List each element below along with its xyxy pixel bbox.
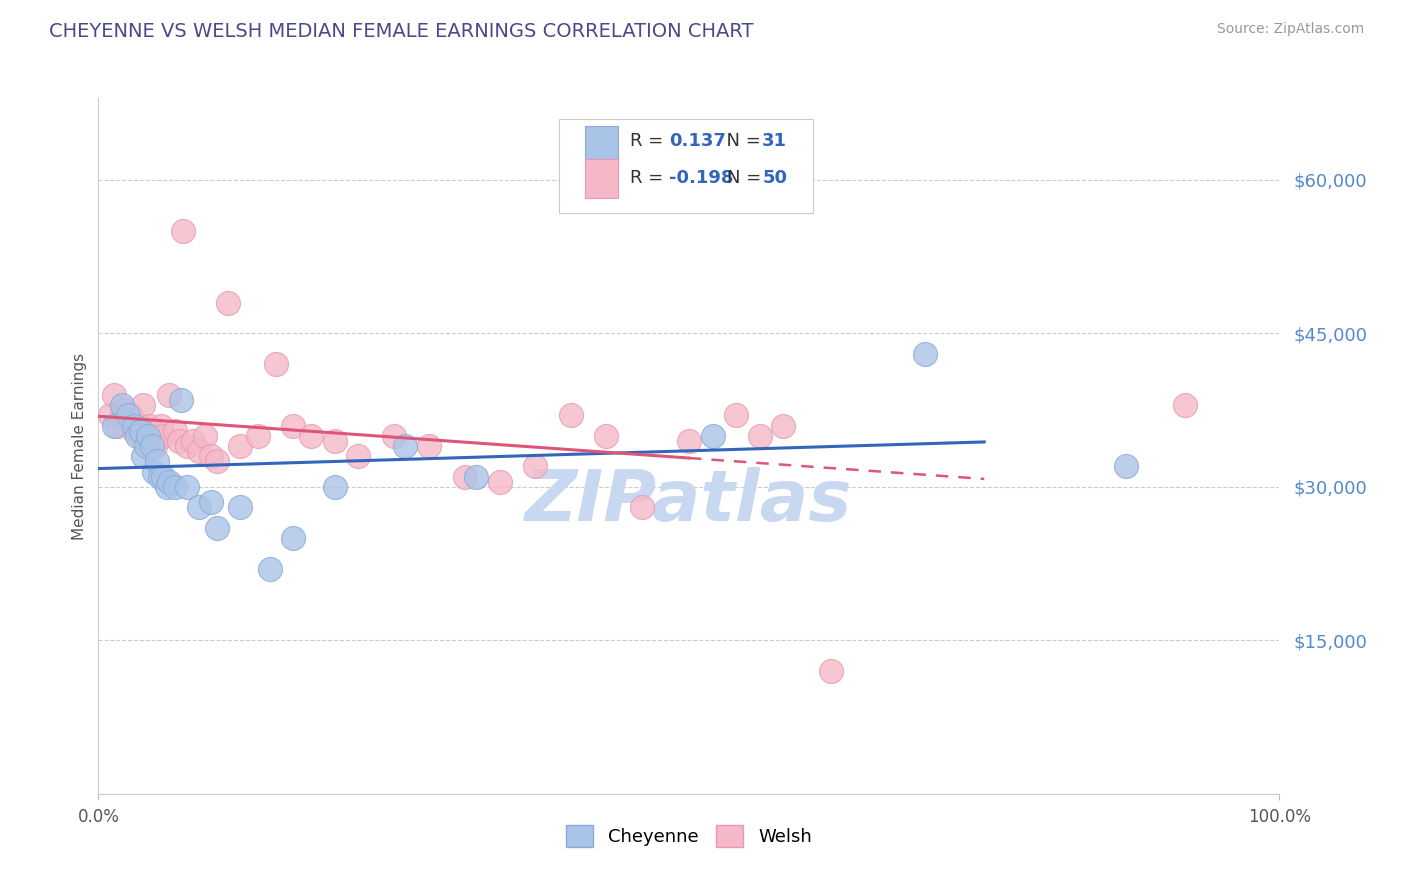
Point [205,454,228,468]
Point [165,424,187,438]
Point [200,449,222,463]
Text: 31: 31 [762,132,787,150]
Point [187,444,209,458]
Legend: Cheyenne, Welsh: Cheyenne, Welsh [560,818,818,855]
Point [299,429,322,443]
Text: ZIPatlas: ZIPatlas [526,467,852,536]
Point [820,664,842,678]
Point [146,454,169,468]
Point [150,418,173,433]
Point [112,403,135,417]
Point [117,409,139,423]
Text: 50: 50 [762,169,787,187]
Point [156,480,179,494]
Point [229,500,252,515]
Point [200,495,222,509]
Point [914,347,936,361]
Point [129,424,152,438]
Point [170,392,193,407]
Point [127,429,149,443]
Point [678,434,700,448]
Point [187,500,209,515]
Point [181,434,204,448]
Point [152,429,174,443]
Point [347,449,370,463]
Point [702,429,724,443]
Point [167,434,190,448]
Point [98,409,121,423]
FancyBboxPatch shape [585,126,619,164]
Text: N =: N = [714,132,766,150]
Point [595,429,617,443]
Point [138,418,160,433]
Point [630,500,652,515]
Point [1115,459,1137,474]
Text: -0.198: -0.198 [669,169,734,187]
Point [394,439,416,453]
Point [259,562,281,576]
Text: Source: ZipAtlas.com: Source: ZipAtlas.com [1216,22,1364,37]
Point [122,418,145,433]
Point [172,224,194,238]
Point [141,424,163,438]
Point [323,434,346,448]
FancyBboxPatch shape [560,119,813,213]
Point [135,429,157,443]
Point [748,429,770,443]
Point [283,531,305,545]
Point [135,439,157,453]
Text: R =: R = [630,169,669,187]
Point [418,439,440,453]
FancyBboxPatch shape [585,160,619,198]
Point [143,439,166,453]
Point [229,439,252,453]
Point [725,409,748,423]
Point [1174,398,1197,412]
Point [125,418,148,433]
Text: N =: N = [727,169,766,187]
Point [136,429,159,443]
Point [117,413,139,427]
Point [453,469,475,483]
Point [152,469,174,483]
Point [217,295,239,310]
Point [283,418,305,433]
Point [489,475,512,489]
Point [157,475,180,489]
Point [111,398,134,412]
Point [176,439,198,453]
Point [122,424,145,438]
Text: CHEYENNE VS WELSH MEDIAN FEMALE EARNINGS CORRELATION CHART: CHEYENNE VS WELSH MEDIAN FEMALE EARNINGS… [49,22,754,41]
Point [560,409,582,423]
Point [103,418,125,433]
Point [111,409,134,423]
Point [323,480,346,494]
Point [524,459,547,474]
Point [121,409,143,423]
Point [146,429,169,443]
Point [142,465,165,479]
Text: R =: R = [630,132,669,150]
Point [132,398,155,412]
Point [772,418,794,433]
Point [165,480,187,494]
Point [132,449,155,463]
Point [141,439,163,453]
Y-axis label: Median Female Earnings: Median Female Earnings [72,352,87,540]
Point [194,429,217,443]
Point [205,521,228,535]
Text: 0.137: 0.137 [669,132,725,150]
Point [176,480,198,494]
Point [128,429,150,443]
Point [264,357,287,371]
Point [157,388,180,402]
Point [246,429,269,443]
Point [382,429,405,443]
Point [103,388,125,402]
Point [465,469,488,483]
Point [105,418,128,433]
Point [149,469,172,483]
